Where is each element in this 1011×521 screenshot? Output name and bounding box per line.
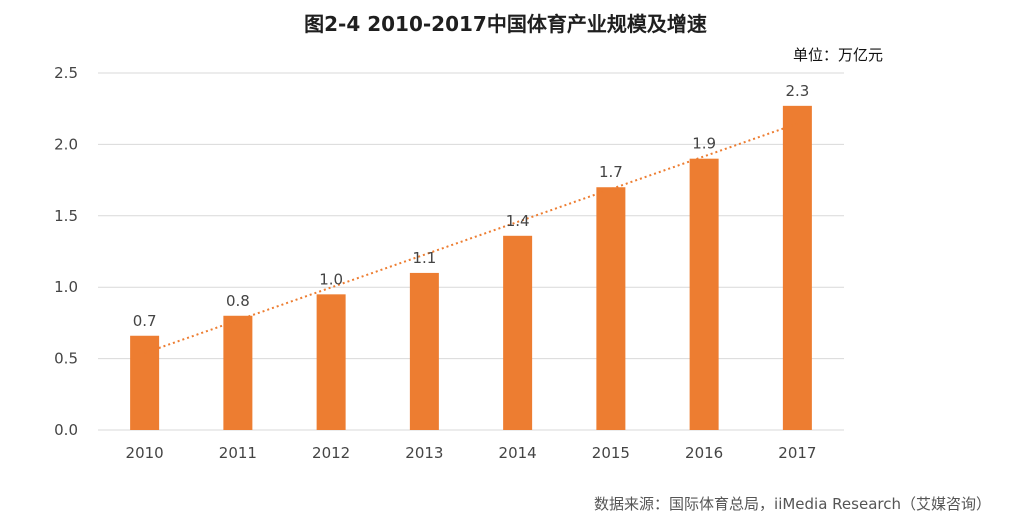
bar <box>316 294 346 430</box>
bar <box>223 315 253 430</box>
trendline <box>144 122 798 354</box>
bar <box>409 272 439 430</box>
x-tick-label: 2013 <box>405 444 443 462</box>
bar <box>782 105 812 431</box>
x-tick-label: 2017 <box>778 444 816 462</box>
y-tick-label: 0.0 <box>54 421 78 439</box>
data-labels: 0.7 0.8 1.0 1.1 1.4 1.7 1.9 2.3 <box>133 82 810 330</box>
x-tick-label: 2016 <box>685 444 723 462</box>
data-label: 0.8 <box>226 292 250 310</box>
data-label: 1.9 <box>692 135 716 153</box>
x-tick-label: 2012 <box>312 444 350 462</box>
bar <box>596 187 626 430</box>
bar <box>130 335 160 430</box>
data-label: 0.7 <box>133 312 157 330</box>
source-note: 数据来源：国际体育总局，iiMedia Research（艾媒咨询） <box>594 495 991 513</box>
x-tick-label: 2010 <box>126 444 164 462</box>
unit-label: 单位：万亿元 <box>792 46 883 64</box>
x-tick-label: 2014 <box>499 444 537 462</box>
data-label: 1.0 <box>319 270 343 288</box>
x-tick-label: 2015 <box>592 444 630 462</box>
data-label: 2.3 <box>785 82 809 100</box>
y-tick-label: 0.5 <box>54 350 78 368</box>
chart-title: 图2-4 2010-2017中国体育产业规模及增速 <box>304 12 707 36</box>
bar <box>689 158 719 430</box>
y-tick-label: 2.0 <box>54 135 78 153</box>
bars <box>130 105 812 431</box>
x-axis-ticks: 2010 2011 2012 2013 2014 2015 2016 2017 <box>126 444 817 462</box>
y-tick-label: 2.5 <box>54 64 78 82</box>
bar <box>503 235 533 430</box>
data-label: 1.7 <box>599 163 623 181</box>
y-axis-ticks: 0.0 0.5 1.0 1.5 2.0 2.5 <box>54 64 78 439</box>
data-label: 1.4 <box>506 212 530 230</box>
gridlines <box>98 72 844 431</box>
y-tick-label: 1.5 <box>54 207 78 225</box>
data-label: 1.1 <box>412 249 436 267</box>
x-tick-label: 2011 <box>219 444 257 462</box>
y-tick-label: 1.0 <box>54 278 78 296</box>
